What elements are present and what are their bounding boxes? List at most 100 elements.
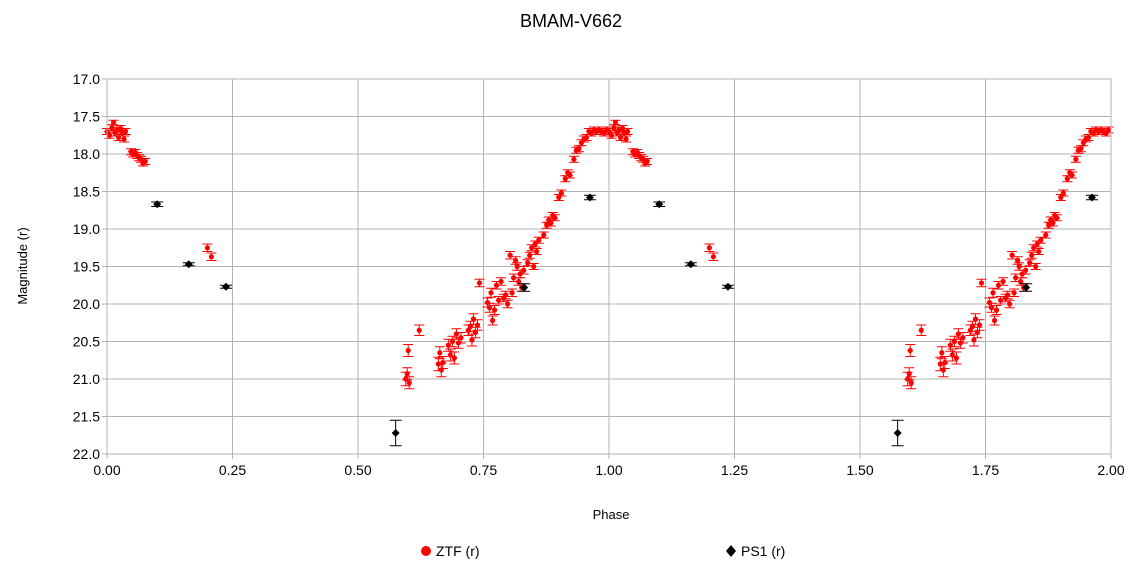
ztf-point: [467, 323, 474, 330]
ztf-point: [603, 127, 610, 133]
ztf-point: [449, 338, 455, 345]
ztf-point: [986, 299, 993, 306]
ztf-point: [918, 327, 924, 333]
ztf-point: [974, 329, 981, 336]
ztf-point: [1036, 248, 1042, 255]
data-points: [102, 119, 1114, 447]
ps1-point: [1022, 283, 1031, 292]
ztf-point: [558, 190, 564, 196]
ztf-point: [1034, 241, 1040, 247]
ztf-point: [110, 119, 117, 126]
ztf-point: [406, 380, 412, 386]
ztf-point: [516, 278, 522, 285]
ztf-point: [529, 245, 535, 251]
y-tick-label: 18.5: [73, 184, 100, 200]
ps1-point: [1087, 193, 1096, 202]
ztf-point: [608, 132, 615, 138]
ztf-point: [1011, 290, 1017, 296]
ztf-point: [489, 317, 496, 324]
ztf-point: [525, 260, 531, 266]
ztf-point: [502, 292, 509, 298]
ztf-point: [504, 301, 511, 307]
ztf-point: [1064, 176, 1070, 182]
ztf-point: [571, 156, 577, 162]
ztf-point: [488, 290, 494, 296]
y-axis-label: Magnitude (r): [15, 227, 30, 304]
ztf-point: [953, 355, 959, 361]
ztf-point: [1054, 215, 1060, 221]
ztf-point: [644, 158, 650, 165]
y-tick-label: 18.0: [73, 146, 100, 162]
ps1-point: [184, 260, 193, 269]
ztf-point: [511, 275, 517, 281]
ztf-point: [623, 136, 629, 142]
ztf-point: [122, 128, 129, 135]
ztf-point: [513, 257, 519, 264]
ztf-point: [1013, 275, 1019, 281]
ztf-point: [437, 350, 443, 356]
ztf-point: [1073, 156, 1079, 162]
y-tick-label: 20.0: [73, 296, 100, 312]
legend-label-ps1: PS1 (r): [741, 543, 785, 559]
ztf-series: [102, 119, 1114, 390]
ps1-point: [520, 283, 529, 292]
ztf-point: [458, 335, 464, 341]
ztf-point: [435, 361, 441, 367]
ztf-point: [1006, 301, 1013, 307]
x-tick-label: 1.75: [972, 462, 999, 478]
ztf-point: [972, 316, 979, 322]
ztf-point: [451, 355, 457, 361]
ztf-point: [1033, 263, 1039, 270]
ztf-point: [416, 327, 422, 333]
ztf-point: [906, 371, 912, 377]
ztf-point: [404, 371, 410, 377]
ztf-point: [951, 338, 957, 345]
ztf-point: [969, 323, 976, 330]
legend-item-ps1: PS1 (r): [726, 543, 785, 559]
ztf-point: [470, 316, 477, 322]
ztf-point: [109, 125, 115, 131]
ztf-point: [440, 359, 446, 366]
y-tick-label: 22.0: [73, 446, 100, 462]
ps1-point: [585, 193, 594, 202]
ps1-point: [893, 429, 902, 437]
chart-title: BMAM-V662: [520, 11, 622, 31]
ztf-point: [976, 322, 983, 328]
ztf-point: [509, 290, 515, 296]
ztf-point: [562, 176, 568, 182]
x-tick-label: 0.25: [219, 462, 246, 478]
ztf-point: [1069, 172, 1075, 178]
ztf-point: [1060, 190, 1066, 196]
ztf-point: [907, 347, 913, 354]
ps1-point: [391, 429, 400, 437]
x-tick-label: 0.75: [470, 462, 497, 478]
ps1-point: [655, 200, 664, 209]
ztf-point: [521, 267, 527, 273]
ztf-point: [534, 248, 540, 255]
ztf-point: [472, 329, 479, 336]
ztf-point: [988, 305, 995, 311]
ztf-point: [1038, 237, 1044, 243]
ztf-point: [204, 245, 210, 251]
ztf-point: [978, 280, 985, 286]
ztf-point: [1078, 146, 1084, 152]
ztf-point: [1023, 267, 1029, 273]
y-tick-label: 20.5: [73, 334, 100, 350]
ztf-point: [1018, 278, 1024, 285]
x-tick-label: 1.25: [721, 462, 748, 478]
ztf-point: [710, 254, 717, 260]
tick-labels: 0.00 0.25 0.50 0.75 1.00 1.25 1.50 1.75 2.00 17.0…: [73, 71, 1125, 478]
ztf-point: [544, 222, 550, 228]
ztf-point: [1050, 220, 1056, 226]
ztf-point: [121, 136, 127, 142]
y-tick-label: 19.5: [73, 259, 100, 275]
ps1-point: [153, 200, 162, 209]
ztf-point: [908, 380, 914, 386]
y-tick-label: 17.0: [73, 71, 100, 87]
ztf-point: [1015, 257, 1021, 264]
ztf-point: [469, 337, 475, 343]
ztf-point: [498, 278, 504, 285]
ztf-point: [1046, 222, 1052, 228]
ps1-point: [723, 282, 732, 291]
legend-marker-ps1: [726, 545, 736, 557]
